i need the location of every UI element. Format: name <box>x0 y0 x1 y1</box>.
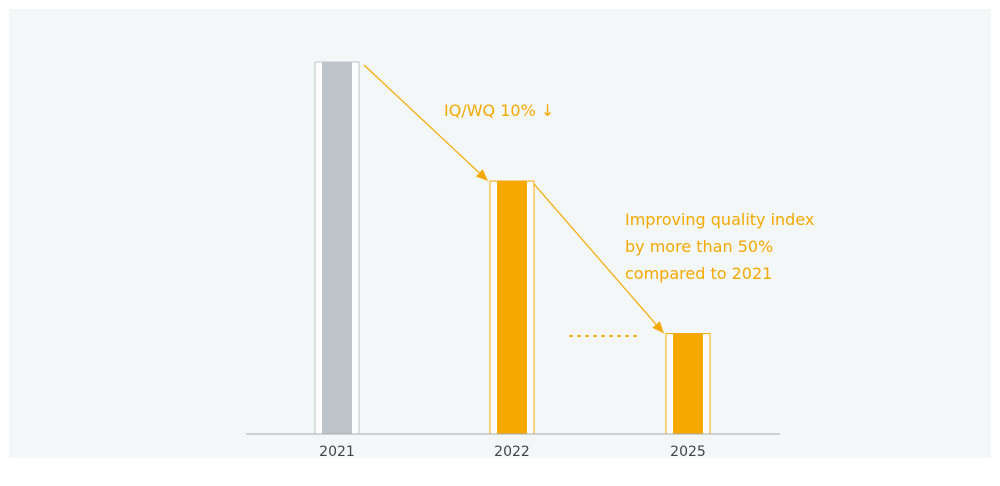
bar-2021 <box>322 62 352 434</box>
annotation-quality-index: Improving quality index by more than 50%… <box>625 210 814 283</box>
decline-arrow-2021-2022 <box>363 64 480 174</box>
decline-arrow-2022-2025 <box>533 183 657 325</box>
trend-arrows <box>363 64 664 334</box>
decline-arrowhead-2022 <box>475 169 488 182</box>
bar-2025 <box>673 333 703 434</box>
annotation-line-1: Improving quality index <box>625 210 814 229</box>
bar-2022 <box>497 181 527 434</box>
x-tick-label-2025: 2025 <box>670 444 706 460</box>
x-tick-label-2022: 2022 <box>494 444 530 460</box>
decline-arrowhead-2025 <box>652 321 664 334</box>
x-tick-labels: 2021 2022 2025 <box>319 444 706 460</box>
annotation-iq-wq: IQ/WQ 10% ↓ <box>444 101 554 120</box>
bars-group <box>314 61 711 435</box>
annotation-line-3: compared to 2021 <box>625 264 772 283</box>
annotation-line-2: by more than 50% <box>625 237 773 256</box>
x-tick-label-2021: 2021 <box>319 444 355 460</box>
